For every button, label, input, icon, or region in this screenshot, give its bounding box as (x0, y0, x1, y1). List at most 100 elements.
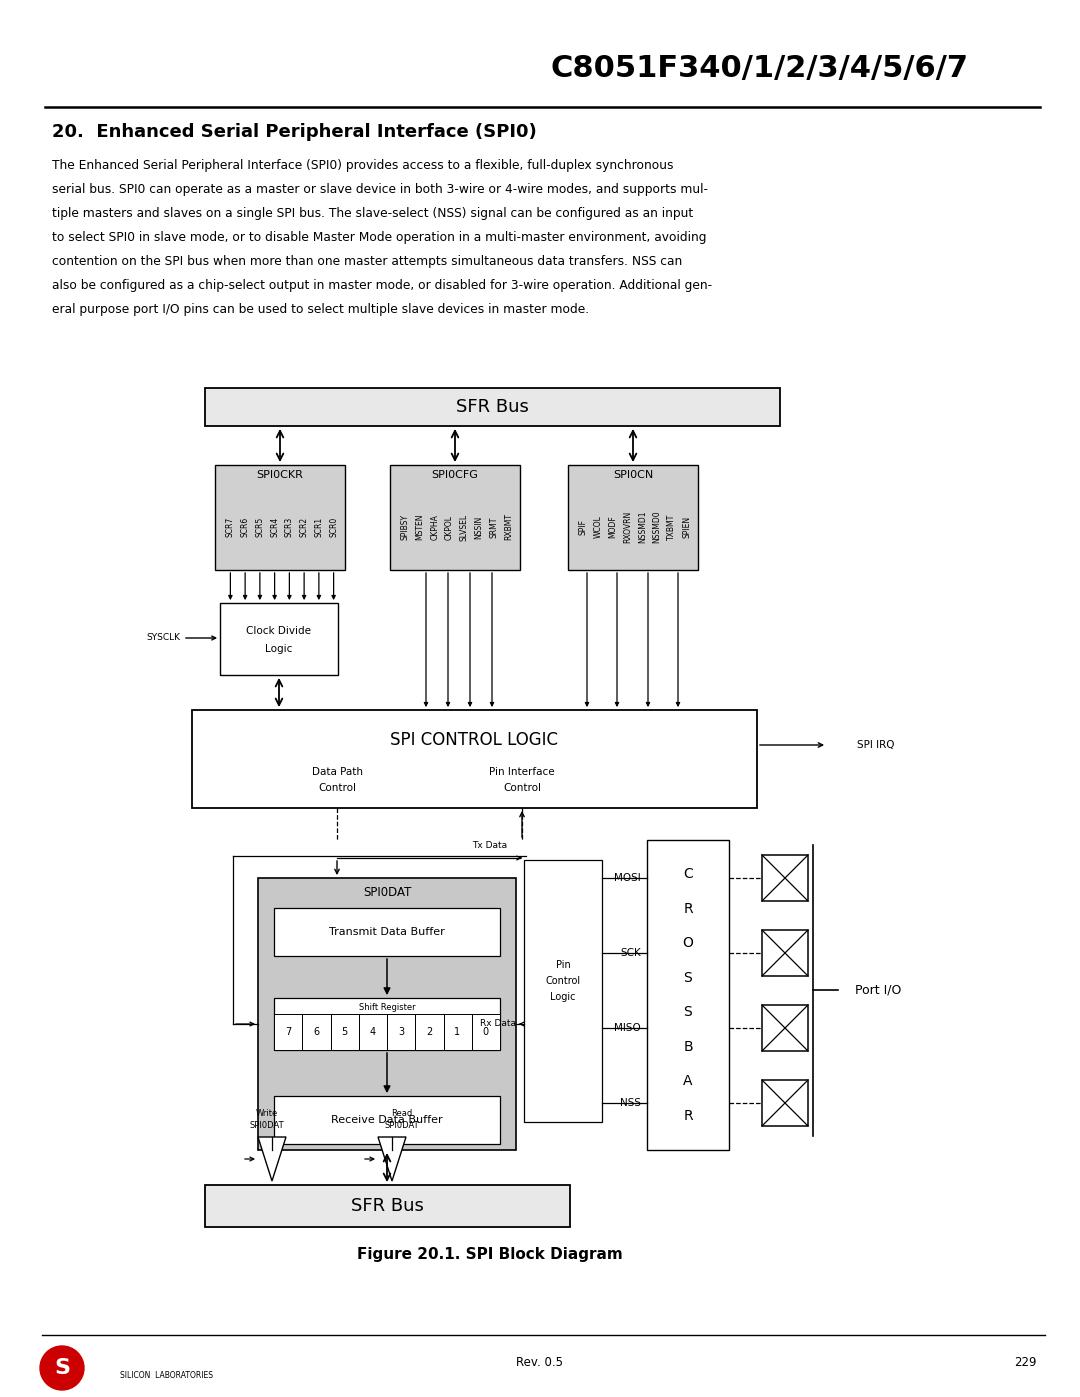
Text: WCOL: WCOL (594, 515, 603, 538)
Text: Read: Read (391, 1108, 413, 1118)
Text: SPI0CFG: SPI0CFG (432, 469, 478, 481)
Text: 1: 1 (455, 1027, 460, 1037)
Text: Clock Divide: Clock Divide (246, 626, 311, 636)
Text: A: A (684, 1074, 692, 1088)
Text: SLVSEL: SLVSEL (460, 514, 469, 541)
Text: SPI CONTROL LOGIC: SPI CONTROL LOGIC (390, 731, 558, 749)
Text: SFR Bus: SFR Bus (351, 1197, 423, 1215)
Text: 20.  Enhanced Serial Peripheral Interface (SPI0): 20. Enhanced Serial Peripheral Interface… (52, 123, 537, 141)
Bar (330, 1014, 359, 1051)
Text: C8051F340/1/2/3/4/5/6/7: C8051F340/1/2/3/4/5/6/7 (551, 53, 969, 82)
Text: SPIEN: SPIEN (683, 515, 691, 538)
Text: Logic: Logic (266, 644, 293, 654)
Text: Logic: Logic (550, 992, 576, 1002)
Text: SCR1: SCR1 (314, 517, 323, 536)
Text: SCR6: SCR6 (241, 517, 249, 536)
Text: eral purpose port I/O pins can be used to select multiple slave devices in maste: eral purpose port I/O pins can be used t… (52, 303, 589, 316)
Text: RXBMT: RXBMT (504, 514, 513, 541)
Text: also be configured as a chip-select output in master mode, or disabled for 3-wir: also be configured as a chip-select outp… (52, 278, 712, 292)
Text: SCR2: SCR2 (299, 517, 309, 536)
Text: SPI0DAT: SPI0DAT (384, 1120, 419, 1130)
Bar (274, 997, 500, 1051)
Bar (302, 1014, 330, 1051)
Text: NSSIN: NSSIN (474, 515, 484, 539)
Text: S: S (54, 1358, 70, 1377)
Text: Transmit Data Buffer: Transmit Data Buffer (329, 928, 445, 937)
Text: Figure 20.1. SPI Block Diagram: Figure 20.1. SPI Block Diagram (357, 1248, 623, 1263)
Text: CKPHA: CKPHA (430, 514, 440, 539)
Text: S: S (684, 1006, 692, 1020)
Text: Rev. 0.5: Rev. 0.5 (516, 1356, 564, 1369)
Polygon shape (258, 1137, 286, 1180)
Text: SRMT: SRMT (489, 517, 498, 538)
Text: MODF: MODF (608, 515, 618, 538)
Text: SPIF: SPIF (579, 520, 588, 535)
Bar (192, 710, 757, 807)
Text: SPIBSY: SPIBSY (401, 514, 410, 541)
Text: MSTEN: MSTEN (416, 514, 424, 541)
Text: CKPOL: CKPOL (445, 514, 454, 539)
Bar (359, 1014, 387, 1051)
Bar (274, 1097, 500, 1144)
Bar (274, 1014, 302, 1051)
Text: 5: 5 (341, 1027, 348, 1037)
Text: R: R (684, 1109, 692, 1123)
Bar (647, 840, 729, 1150)
Bar (205, 1185, 570, 1227)
Text: NSS: NSS (620, 1098, 642, 1108)
Bar (220, 604, 338, 675)
Bar (762, 855, 808, 901)
Text: Pin: Pin (555, 960, 570, 970)
Text: O: O (683, 936, 693, 950)
Bar (387, 1014, 415, 1051)
Text: 229: 229 (1014, 1356, 1036, 1369)
Text: TXBMT: TXBMT (667, 514, 676, 541)
Bar (472, 1014, 500, 1051)
Text: 6: 6 (313, 1027, 320, 1037)
Bar (444, 1014, 472, 1051)
Text: Tx Data: Tx Data (472, 841, 508, 851)
Text: SCR3: SCR3 (285, 517, 294, 536)
Text: Data Path: Data Path (311, 767, 363, 777)
Polygon shape (378, 1137, 406, 1180)
Text: R: R (684, 902, 692, 916)
Bar (390, 465, 519, 570)
Text: 7: 7 (285, 1027, 292, 1037)
Text: SPI0CKR: SPI0CKR (257, 469, 303, 481)
Text: SPI0DAT: SPI0DAT (363, 886, 411, 898)
Text: C: C (684, 868, 693, 882)
Circle shape (40, 1345, 84, 1390)
Bar (762, 1080, 808, 1126)
Text: B: B (684, 1039, 692, 1053)
Text: SCR0: SCR0 (329, 517, 338, 536)
Text: Pin Interface: Pin Interface (489, 767, 555, 777)
Text: NSSMD1: NSSMD1 (638, 511, 647, 543)
Text: The Enhanced Serial Peripheral Interface (SPI0) provides access to a flexible, f: The Enhanced Serial Peripheral Interface… (52, 158, 674, 172)
Text: MOSI: MOSI (615, 873, 642, 883)
Text: Control: Control (503, 782, 541, 793)
Text: RXOVRN: RXOVRN (623, 511, 632, 543)
Bar (568, 465, 698, 570)
Text: 0: 0 (483, 1027, 489, 1037)
Text: Rx Data: Rx Data (480, 1020, 516, 1028)
Text: NSSMD0: NSSMD0 (652, 511, 662, 543)
Text: SPI IRQ: SPI IRQ (858, 740, 894, 750)
Text: SPI0DAT: SPI0DAT (249, 1120, 284, 1130)
Text: S: S (684, 971, 692, 985)
Bar (415, 1014, 444, 1051)
Bar (258, 877, 516, 1150)
Text: Control: Control (545, 977, 581, 986)
Text: contention on the SPI bus when more than one master attempts simultaneous data t: contention on the SPI bus when more than… (52, 254, 683, 267)
Text: Write: Write (256, 1108, 279, 1118)
Bar (274, 908, 500, 956)
Text: 2: 2 (427, 1027, 432, 1037)
Text: tiple masters and slaves on a single SPI bus. The slave-select (NSS) signal can : tiple masters and slaves on a single SPI… (52, 207, 693, 219)
Text: 4: 4 (369, 1027, 376, 1037)
Bar (215, 465, 345, 570)
Text: SCR7: SCR7 (226, 517, 234, 536)
Bar (205, 388, 780, 426)
Text: Receive Data Buffer: Receive Data Buffer (332, 1115, 443, 1125)
Bar (762, 1004, 808, 1051)
Text: Control: Control (318, 782, 356, 793)
Text: SPI0CN: SPI0CN (612, 469, 653, 481)
